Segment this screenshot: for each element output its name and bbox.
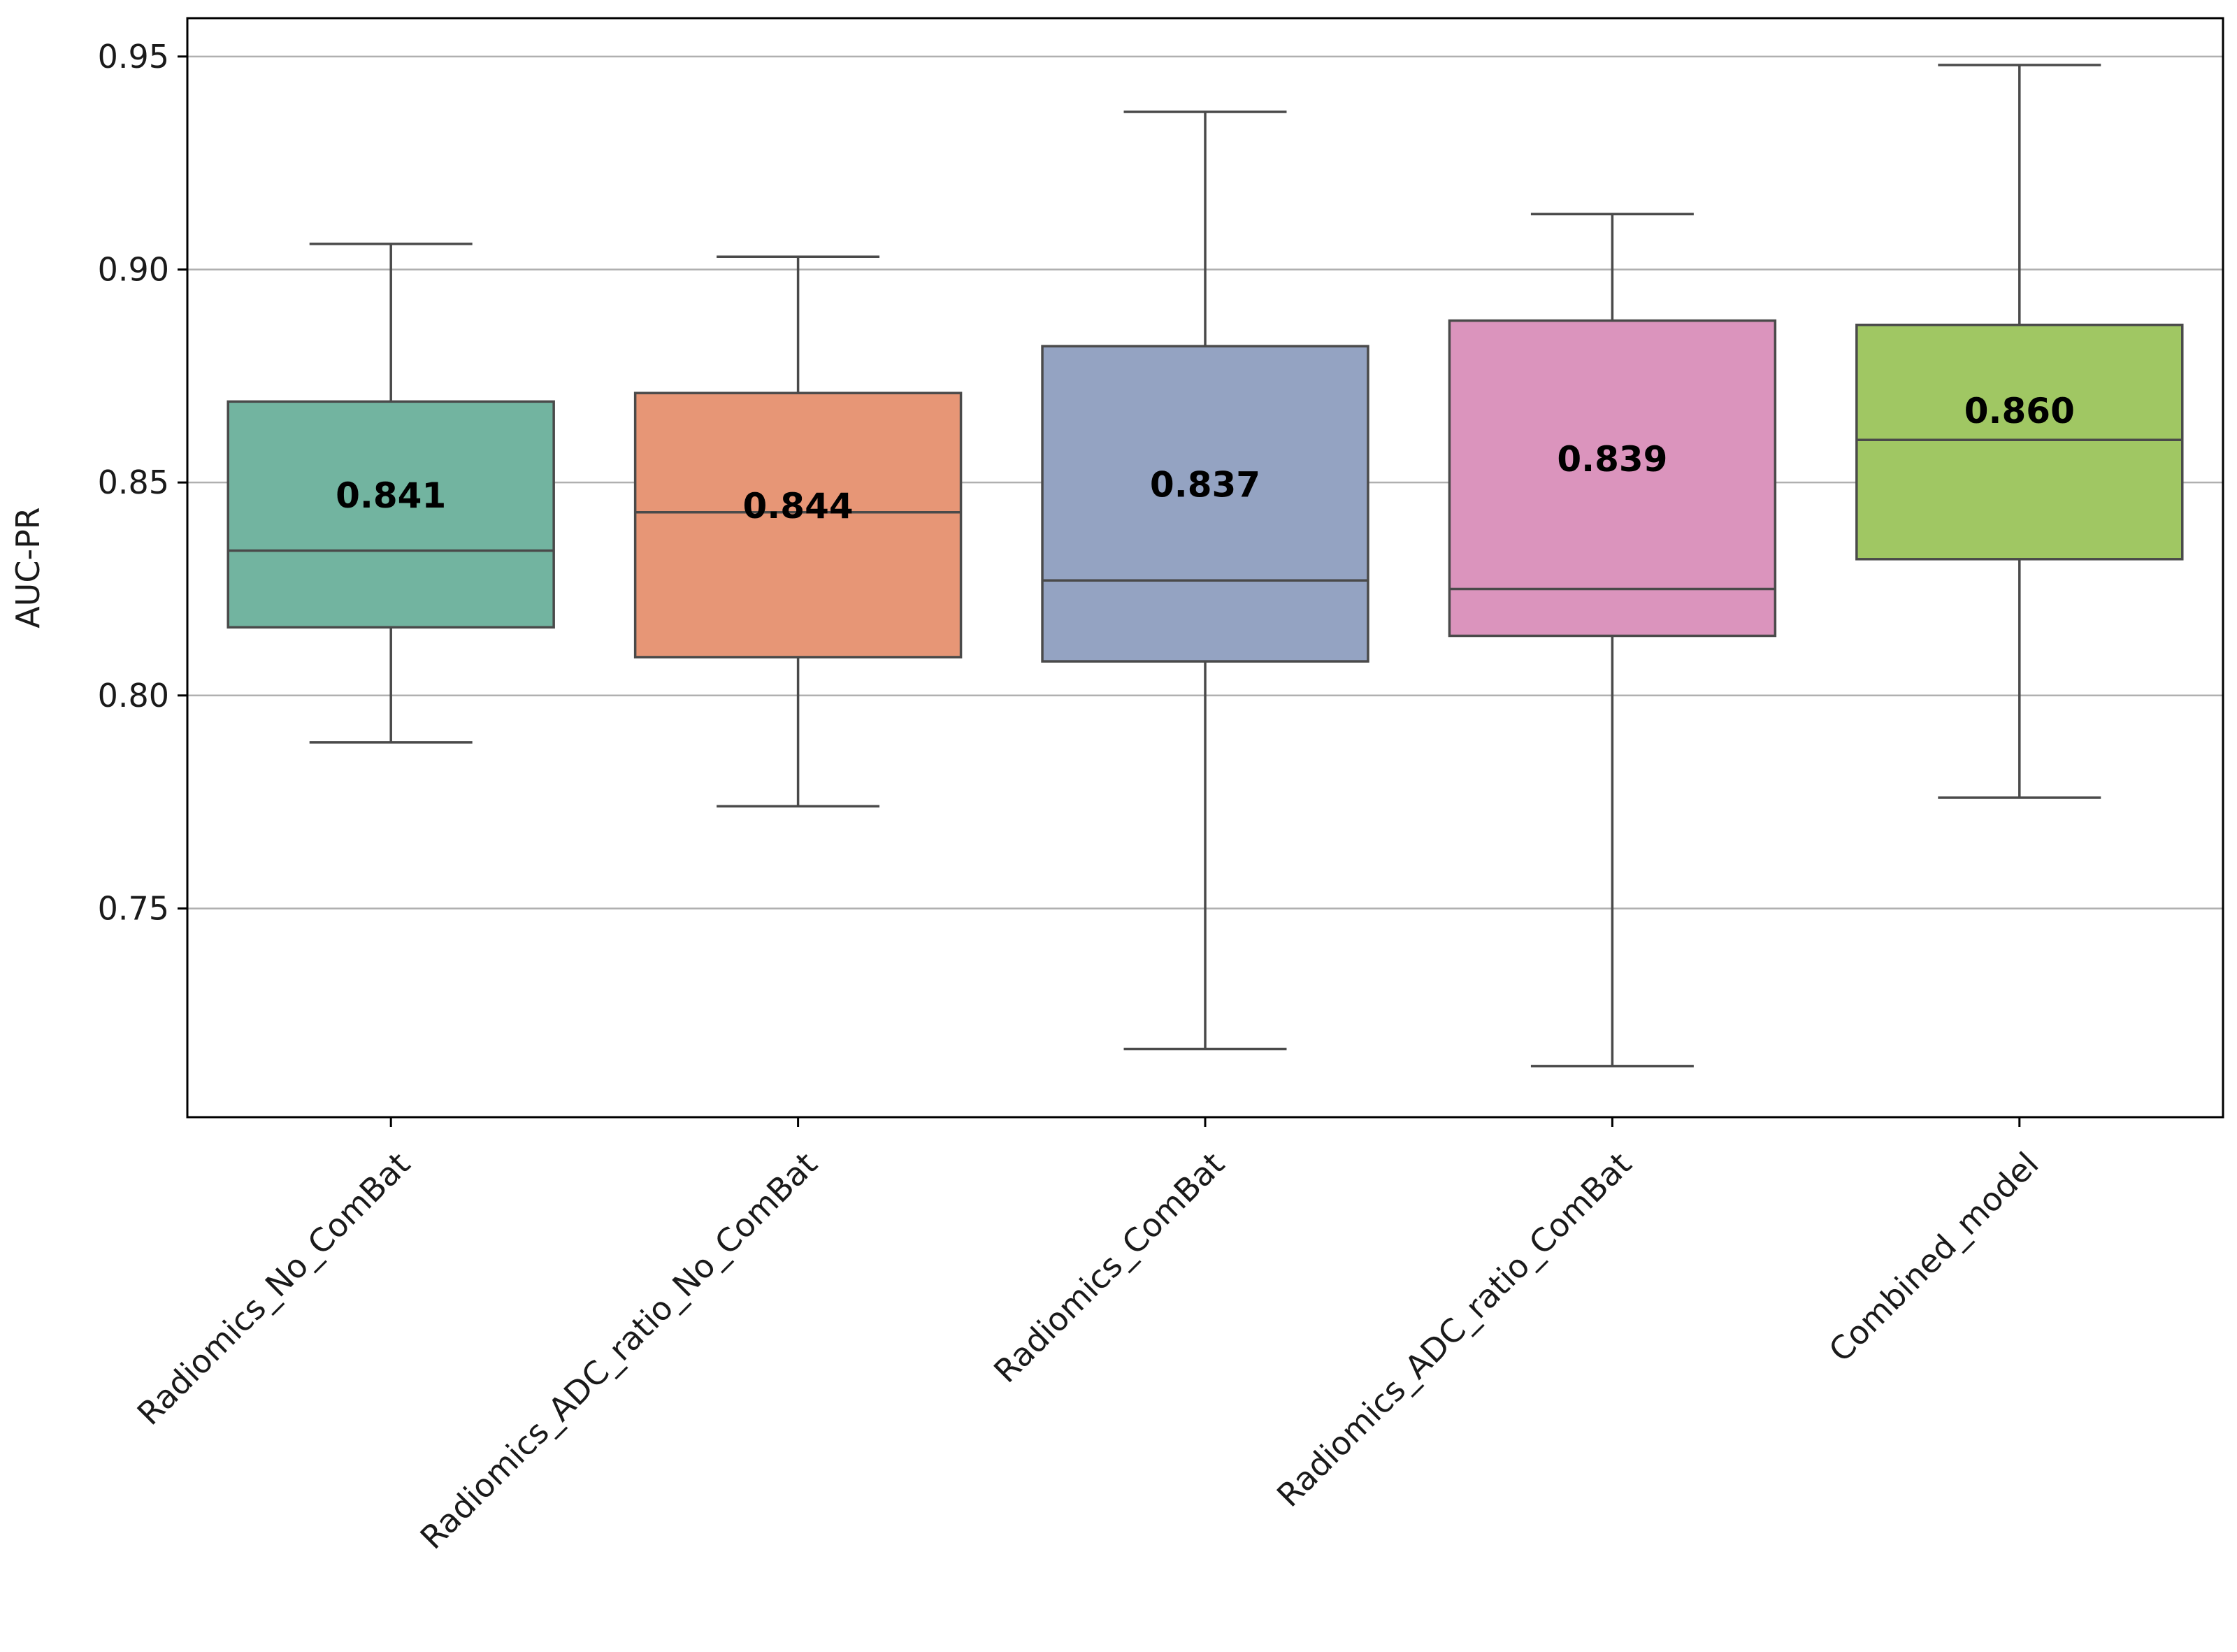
box-Radiomics_ADC_ratio_No_ComBat: 0.844 [633,255,963,807]
box-Radiomics_ComBat: 0.837 [1041,110,1369,1051]
mean-value-label: 0.844 [743,486,854,526]
box-Radiomics_ADC_ratio_ComBat: 0.839 [1448,213,1777,1068]
x-category-label: Combined_model [1822,1145,2046,1370]
iqr-box [633,392,963,659]
y-tick-label: 0.90 [98,250,169,288]
y-tick-label: 0.95 [98,38,169,76]
x-category-label: Radiomics_ADC_ratio_ComBat [1269,1145,1639,1514]
y-tick-label: 0.80 [98,677,169,714]
mean-value-label: 0.841 [336,475,446,516]
iqr-box [226,400,555,629]
mean-value-label: 0.837 [1150,465,1260,505]
x-category-label: Radiomics_No_ComBat [130,1145,417,1432]
mean-value-label: 0.839 [1557,439,1667,480]
box-Radiomics_No_ComBat: 0.841 [226,243,555,744]
mean-value-label: 0.860 [1964,391,2075,431]
iqr-box [1448,319,1777,638]
x-category-label: Radiomics_ComBat [986,1145,1232,1391]
box-Combined_model: 0.860 [1855,64,2184,799]
y-tick-label: 0.85 [98,464,169,501]
iqr-box [1041,345,1369,663]
boxes: 0.841 0.844 0.837 0.839 0.860 [226,64,2184,1068]
iqr-box [1855,323,2184,561]
x-category-label: Radiomics_ADC_ratio_No_ComBat [413,1145,825,1557]
y-tick-label: 0.75 [98,889,169,927]
y-axis-label: AUC-PR [9,507,47,629]
